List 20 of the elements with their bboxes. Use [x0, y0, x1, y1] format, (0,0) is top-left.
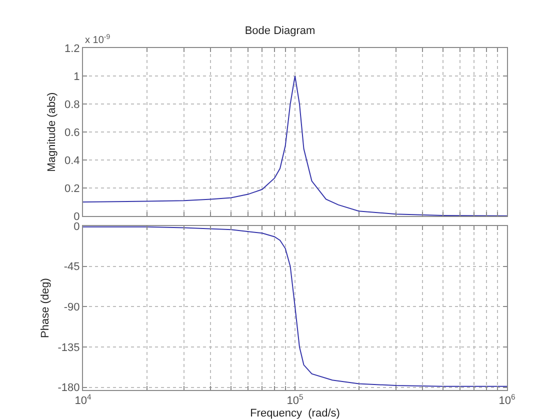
y-tick-label: 0 [74, 220, 80, 233]
y-tick-label: -45 [64, 261, 80, 274]
text: x 10$^{-9}$ [85, 34, 110, 46]
y-tick-label: 0.8 [64, 98, 80, 111]
x-axis-title: Frequency (rad/s) [250, 407, 340, 420]
y-tick-label: 0.4 [64, 154, 80, 167]
y-axis-title: Magnitude (abs) [46, 92, 58, 172]
chart-title: Bode Diagram [244, 24, 316, 37]
y-tick-label: -135 [58, 342, 80, 354]
x-tick-label: 10$^{5}$ [286, 392, 304, 408]
y-tick-label: 0.6 [64, 126, 80, 139]
y-tick-label: -90 [64, 302, 80, 314]
x-tick-label: 10$^{4}$ [74, 392, 92, 408]
y-tick-label: 0 [74, 210, 80, 223]
y-tick-label: -180 [58, 382, 80, 394]
y-tick-label: 0.2 [64, 182, 80, 195]
y-tick-label: 1 [74, 70, 80, 83]
y-axis-title: Phase (deg) [39, 278, 52, 338]
x-tick-label: 10$^{6}$ [498, 392, 516, 408]
y-tick-label: 1.2 [64, 42, 80, 55]
